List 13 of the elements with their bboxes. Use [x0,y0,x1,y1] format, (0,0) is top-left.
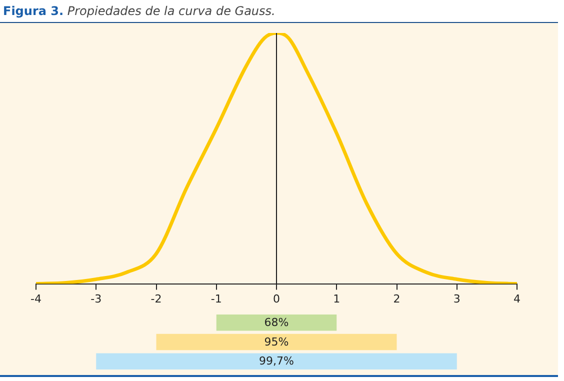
x-tick-label: -1 [210,292,222,306]
annotation: 68% [264,316,289,330]
x-tick-label: 1 [333,292,340,306]
x-tick-label: 3 [453,292,460,306]
annotation: 95% [264,335,289,348]
x-tick-label: -3 [90,292,102,306]
annotation: 99,7% [259,354,294,368]
x-tick-label: 2 [393,292,400,306]
x-tick-label: -4 [30,292,42,306]
chart-title: Figura 3. Propiedades de la curva de Gauss. [3,4,276,18]
x-tick-label: 0 [273,292,280,306]
x-tick-label: -2 [150,292,162,306]
x-tick-label: 4 [514,292,520,306]
